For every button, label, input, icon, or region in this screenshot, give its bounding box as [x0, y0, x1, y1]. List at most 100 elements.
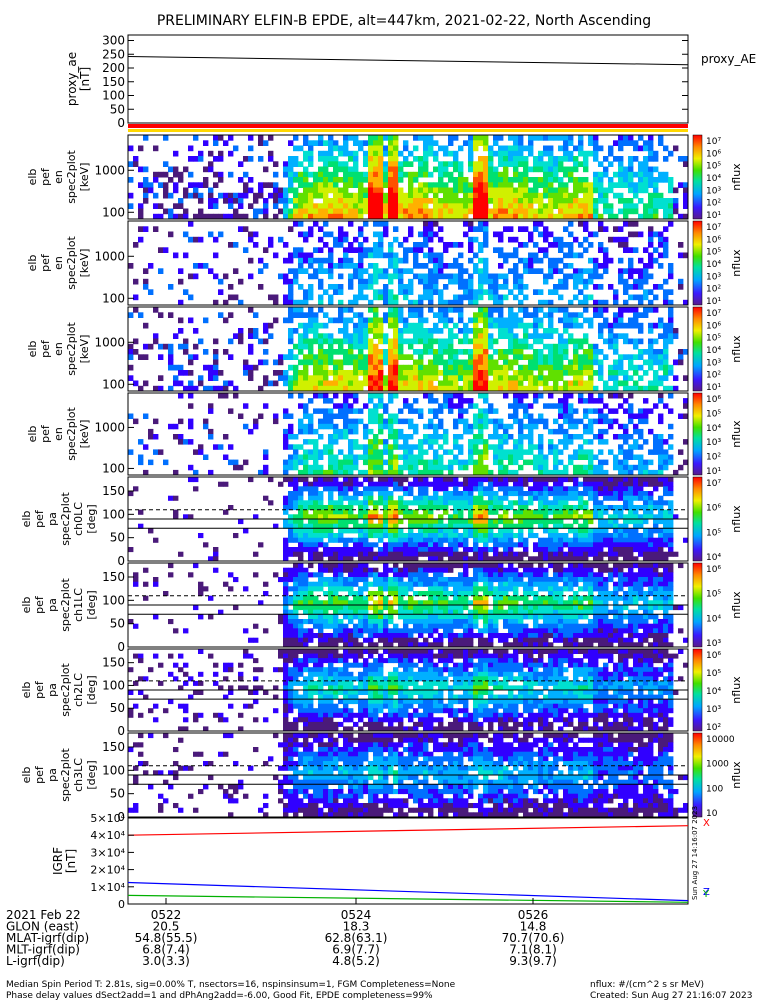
heatmap-cell — [618, 486, 624, 492]
heatmap-cell — [358, 523, 364, 529]
heatmap-cell — [448, 523, 454, 529]
heatmap-cell — [313, 491, 319, 497]
heatmap-cell — [473, 413, 479, 419]
heatmap-cell — [353, 135, 359, 141]
heatmap-cell — [308, 537, 314, 543]
heatmap-cell — [523, 500, 529, 506]
heatmap-cell — [583, 268, 589, 274]
heatmap-cell — [398, 486, 404, 492]
heatmap-cell — [393, 454, 399, 460]
heatmap-cell — [383, 333, 389, 339]
heatmap-cell — [478, 333, 484, 339]
heatmap-cell — [578, 514, 584, 520]
heatmap-cell — [288, 156, 294, 162]
heatmap-cell — [498, 500, 504, 506]
heatmap-cell — [623, 198, 629, 204]
heatmap-cell — [373, 408, 379, 414]
heatmap-cell — [588, 343, 594, 350]
heatmap-cell — [563, 408, 569, 414]
heatmap-cell — [443, 385, 449, 392]
heatmap-cell — [593, 150, 599, 157]
heatmap-cell — [508, 150, 514, 157]
heatmap-cell — [588, 459, 594, 466]
heatmap-cell — [303, 370, 309, 376]
heatmap-cell — [458, 403, 464, 409]
heatmap-cell — [518, 226, 524, 232]
heatmap-cell — [508, 486, 514, 492]
heatmap-cell — [433, 198, 439, 204]
colorbar-tick-label: 10¹ — [706, 211, 721, 221]
heatmap-cell — [648, 514, 654, 520]
heatmap-cell — [653, 370, 659, 376]
heatmap-cell — [593, 268, 599, 274]
heatmap-cell — [363, 505, 369, 511]
heatmap-cell — [548, 299, 554, 306]
heatmap-cell — [623, 542, 629, 548]
heatmap-cell — [548, 343, 554, 350]
heatmap-cell — [568, 454, 574, 460]
heatmap-cell — [368, 454, 374, 460]
heatmap-cell — [608, 408, 614, 414]
heatmap-cell — [383, 354, 389, 360]
heatmap-cell — [493, 523, 499, 529]
heatmap-cell — [283, 166, 289, 173]
heatmap-cell — [318, 385, 324, 392]
heatmap-cell — [518, 145, 524, 152]
heatmap-cell — [633, 312, 639, 318]
heatmap-cell — [618, 198, 624, 204]
heatmap-cell — [548, 469, 554, 476]
heatmap-cell — [328, 354, 334, 360]
heatmap-cell — [528, 236, 534, 243]
heatmap-cell — [258, 156, 264, 162]
heatmap-cell — [198, 380, 204, 387]
heatmap-cell — [368, 354, 374, 360]
heatmap-cell — [138, 166, 144, 173]
heatmap-cell — [203, 364, 209, 371]
heatmap-cell — [498, 439, 504, 445]
heatmap-cell — [288, 523, 294, 529]
heatmap-cell — [503, 464, 509, 471]
heatmap-cell — [598, 477, 604, 483]
heatmap-cell — [158, 449, 164, 455]
heatmap-cell — [558, 449, 564, 455]
heatmap-cell — [593, 263, 599, 269]
heatmap-cell — [488, 294, 494, 301]
heatmap-cell — [463, 213, 469, 220]
heatmap-cell — [353, 495, 359, 501]
heatmap-cell — [353, 464, 359, 471]
heatmap-cell — [543, 523, 549, 529]
heatmap-cell — [538, 464, 544, 471]
heatmap-cell — [483, 289, 489, 295]
heatmap-cell — [353, 322, 359, 329]
heatmap-cell — [583, 385, 589, 392]
heatmap-cell — [508, 449, 514, 455]
heatmap-cell — [383, 150, 389, 157]
heatmap-cell — [413, 547, 419, 553]
heatmap-cell — [503, 145, 509, 152]
heatmap-cell — [348, 343, 354, 350]
heatmap-cell — [648, 236, 654, 243]
heatmap-cell — [333, 556, 339, 562]
heatmap-cell — [568, 393, 574, 399]
heatmap-cell — [613, 505, 619, 511]
heatmap-cell — [493, 338, 499, 345]
heatmap-cell — [613, 418, 619, 425]
heatmap-cell — [568, 556, 574, 562]
heatmap-cell — [458, 328, 464, 334]
heatmap-cell — [403, 156, 409, 162]
heatmap-cell — [588, 533, 594, 539]
heatmap-cell — [543, 145, 549, 152]
heatmap-cell — [473, 434, 479, 440]
heatmap-cell — [603, 171, 609, 178]
heatmap-cell — [303, 375, 309, 381]
heatmap-cell — [318, 278, 324, 285]
heatmap-cell — [563, 156, 569, 162]
heatmap-cell — [403, 486, 409, 492]
heatmap-cell — [518, 533, 524, 539]
heatmap-cell — [413, 328, 419, 334]
heatmap-cell — [313, 547, 319, 553]
heatmap-cell — [483, 231, 489, 238]
heatmap-cell — [393, 385, 399, 392]
heatmap-cell — [423, 236, 429, 243]
heatmap-cell — [343, 135, 349, 141]
